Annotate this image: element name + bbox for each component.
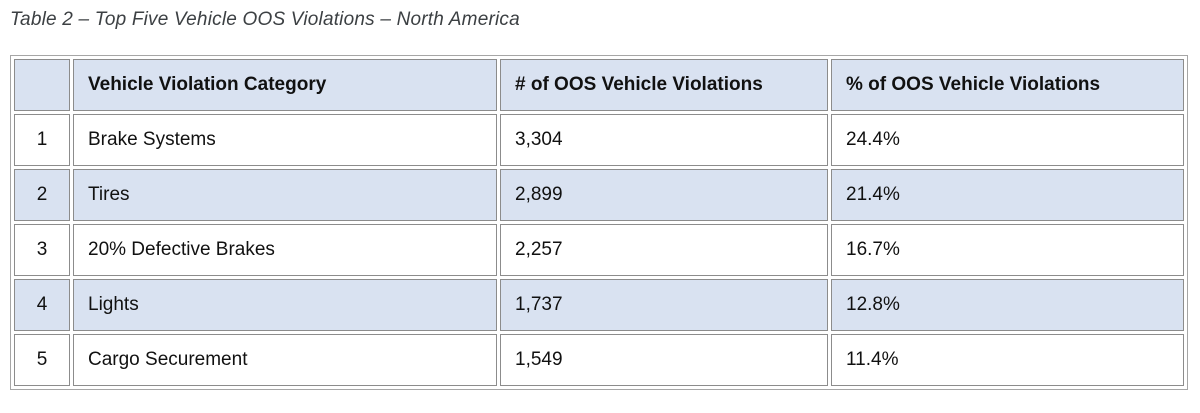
header-count-cell: # of OOS Vehicle Violations [500, 59, 828, 111]
table-row: 3 20% Defective Brakes 2,257 16.7% [14, 224, 1184, 276]
table-header: Vehicle Violation Category # of OOS Vehi… [14, 59, 1184, 111]
count-cell: 2,899 [500, 169, 828, 221]
category-cell: Tires [73, 169, 497, 221]
rank-cell: 4 [14, 279, 70, 331]
percent-cell: 24.4% [831, 114, 1184, 166]
percent-cell: 21.4% [831, 169, 1184, 221]
table-row: 1 Brake Systems 3,304 24.4% [14, 114, 1184, 166]
header-category-cell: Vehicle Violation Category [73, 59, 497, 111]
header-row: Vehicle Violation Category # of OOS Vehi… [14, 59, 1184, 111]
header-rank-cell [14, 59, 70, 111]
category-cell: Brake Systems [73, 114, 497, 166]
table-row: 5 Cargo Securement 1,549 11.4% [14, 334, 1184, 386]
percent-cell: 11.4% [831, 334, 1184, 386]
count-cell: 1,737 [500, 279, 828, 331]
table-row: 4 Lights 1,737 12.8% [14, 279, 1184, 331]
count-cell: 2,257 [500, 224, 828, 276]
count-cell: 1,549 [500, 334, 828, 386]
table-body: 1 Brake Systems 3,304 24.4% 2 Tires 2,89… [14, 114, 1184, 386]
rank-cell: 2 [14, 169, 70, 221]
rank-cell: 5 [14, 334, 70, 386]
percent-cell: 16.7% [831, 224, 1184, 276]
oos-violations-table: Vehicle Violation Category # of OOS Vehi… [10, 55, 1188, 390]
rank-cell: 1 [14, 114, 70, 166]
category-cell: Cargo Securement [73, 334, 497, 386]
category-cell: Lights [73, 279, 497, 331]
table-row: 2 Tires 2,899 21.4% [14, 169, 1184, 221]
header-percent-cell: % of OOS Vehicle Violations [831, 59, 1184, 111]
percent-cell: 12.8% [831, 279, 1184, 331]
rank-cell: 3 [14, 224, 70, 276]
category-cell: 20% Defective Brakes [73, 224, 497, 276]
count-cell: 3,304 [500, 114, 828, 166]
table-caption: Table 2 – Top Five Vehicle OOS Violation… [10, 9, 520, 30]
